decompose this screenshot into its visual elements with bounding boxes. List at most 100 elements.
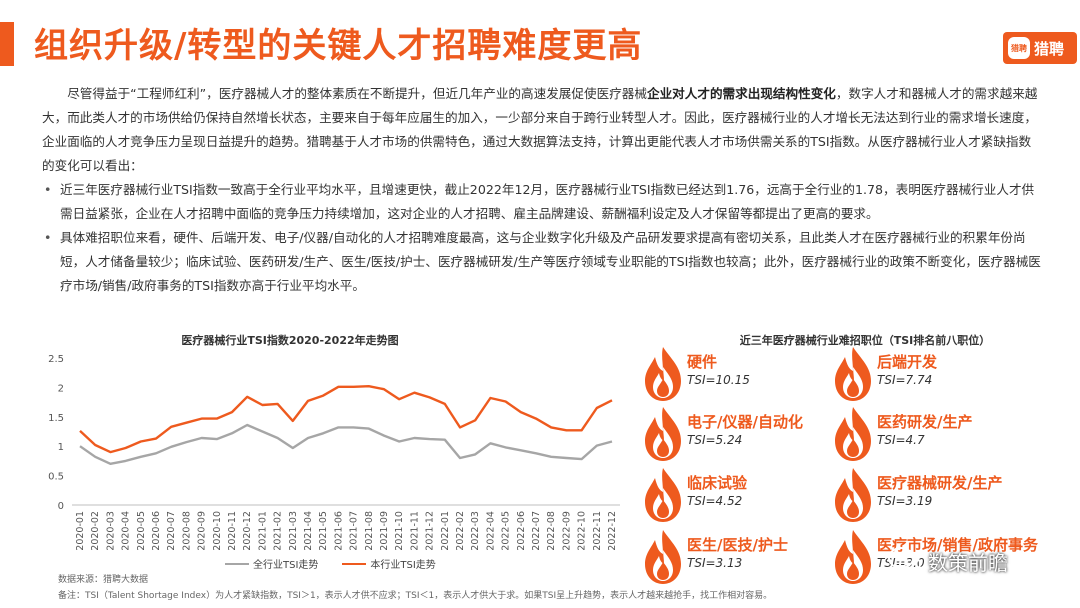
rank-position-name: 临床试验 (687, 474, 748, 492)
chart-legend: 全行业TSI走势 本行业TSI走势 (225, 556, 436, 571)
y-tick-label: 2.5 (48, 354, 64, 365)
x-tick-label: 2021-07 (349, 511, 360, 551)
x-tick-label: 2022-11 (592, 511, 603, 551)
ranking-title: 近三年医疗器械行业难招职位（TSI排名前八职位） (739, 334, 991, 347)
flame-icon (835, 347, 871, 401)
rank-item: 硬件 TSI=10.15 (641, 345, 841, 405)
x-tick-label: 2020-03 (105, 511, 116, 551)
x-tick-label: 2022-12 (607, 511, 618, 551)
logo-text: 猎聘 (1034, 39, 1065, 58)
x-tick-label: 2021-10 (394, 511, 405, 551)
y-tick-label: 0 (58, 501, 64, 512)
wechat-icon (888, 547, 921, 573)
rank-position-name: 医药研发/生产 (877, 413, 973, 431)
watermark: 数策前瞻 (888, 546, 1008, 576)
flame-icon (645, 347, 681, 401)
bullet-2: 具体难招职位来看，硬件、后端开发、电子/仪器/自动化的人才招聘难度最高，这与企业… (42, 226, 1042, 298)
legend-label-industry: 本行业TSI走势 (370, 560, 436, 571)
rank-tsi-value: TSI=7.74 (877, 373, 933, 387)
flame-icon (835, 530, 871, 584)
x-tick-label: 2021-04 (303, 511, 314, 551)
rank-item: 后端开发 TSI=7.74 (831, 345, 1031, 405)
liepin-logo: 猎聘 猎聘 (1003, 32, 1077, 64)
rank-tsi-value: TSI=4.52 (687, 494, 743, 508)
logo-mark-icon: 猎聘 (1008, 37, 1030, 59)
body-text: 尽管得益于“工程师红利”，医疗器械人才的整体素质在不断提升，但近几年产业的高速发… (42, 82, 1042, 298)
rank-item: 电子/仪器/自动化 TSI=5.24 (641, 405, 841, 465)
legend-swatch-industry (342, 562, 367, 565)
rank-item: 医生/医技/护士 TSI=3.13 (641, 528, 841, 588)
rank-position-name: 后端开发 (877, 353, 938, 371)
x-tick-label: 2022-10 (577, 511, 588, 551)
x-tick-label: 2020-07 (166, 511, 177, 551)
rank-item: 医药研发/生产 TSI=4.7 (831, 405, 1031, 465)
y-tick-label: 0.5 (48, 472, 64, 483)
legend-swatch-all (225, 562, 249, 565)
x-tick-label: 2020-08 (181, 511, 192, 551)
footnote: 备注：TSI（Talent Shortage Index）为人才紧缺指数，TSI… (58, 591, 773, 601)
x-tick-label: 2020-10 (212, 511, 223, 551)
y-tick-label: 1 (58, 442, 64, 453)
rank-tsi-value: TSI=5.24 (687, 433, 743, 447)
x-tick-label: 2022-04 (485, 511, 496, 551)
tsi-line-chart: 0 0.5 1 1.5 2 2.5 2020-01 2020-02 2020-03 2020-04… (48, 354, 620, 551)
y-tick-label: 2 (58, 383, 64, 394)
flame-icon (645, 407, 681, 461)
y-tick-label: 1.5 (48, 413, 64, 424)
rank-tsi-value: TSI=4.7 (877, 433, 925, 447)
flame-icon (645, 530, 681, 584)
x-tick-label: 2020-12 (242, 511, 253, 551)
data-source: 数据来源：猎聘大数据 (58, 575, 149, 585)
intro-part1: 尽管得益于“工程师红利”，医疗器械人才的整体素质在不断提升，但近几年产业的高速发… (67, 86, 647, 101)
x-tick-label: 2022-03 (470, 511, 481, 551)
x-tick-label: 2022-06 (516, 511, 527, 551)
rank-position-name: 医生/医技/护士 (687, 536, 788, 554)
rank-item: 医疗器械研发/生产 TSI=3.19 (831, 466, 1031, 526)
x-tick-label: 2022-02 (455, 511, 466, 551)
rank-tsi-value: TSI=10.15 (687, 373, 750, 387)
x-tick-label: 2020-01 (75, 511, 86, 551)
intro-part2: ，数字人才和器械人才的需求越来越大，而此类人才的市场供给仍保持自然增长状态，主要… (42, 86, 1038, 173)
chart-title: 医疗器械行业TSI指数2020-2022年走势图 (181, 334, 399, 347)
x-tick-label: 2020-04 (121, 511, 132, 551)
title-accent-bar (0, 22, 14, 66)
rank-tsi-value: TSI=3.13 (687, 556, 743, 570)
x-tick-label: 2022-09 (561, 511, 572, 551)
rank-position-name: 医疗器械研发/生产 (877, 474, 1003, 492)
x-tick-label: 2022-01 (440, 511, 451, 551)
x-tick-label: 2021-01 (257, 511, 268, 551)
rank-position-name: 硬件 (687, 353, 718, 371)
x-tick-label: 2022-08 (546, 511, 557, 551)
page-title: 组织升级/转型的关键人才招聘难度更高 (34, 26, 643, 66)
rank-position-name: 医疗市场/销售/政府事务 (877, 536, 1038, 554)
flame-icon (645, 468, 681, 522)
x-tick-label: 2021-12 (425, 511, 436, 551)
intro-paragraph: 尽管得益于“工程师红利”，医疗器械人才的整体素质在不断提升，但近几年产业的高速发… (42, 82, 1042, 178)
flame-icon (835, 407, 871, 461)
intro-bold: 企业对人才的需求出现结构性变化 (646, 86, 836, 101)
x-tick-label: 2020-02 (90, 511, 101, 551)
x-tick-label: 2021-05 (318, 511, 329, 551)
x-tick-label: 2021-06 (333, 511, 344, 551)
x-tick-label: 2020-06 (151, 511, 162, 551)
x-tick-label: 2022-07 (531, 511, 542, 551)
x-tick-label: 2020-05 (136, 511, 147, 551)
x-tick-label: 2020-11 (227, 511, 238, 551)
x-tick-label: 2020-09 (197, 511, 208, 551)
legend-item-all: 全行业TSI走势 (225, 556, 318, 571)
x-tick-label: 2021-02 (273, 511, 284, 551)
x-tick-label: 2021-11 (409, 511, 420, 551)
x-tick-label: 2021-09 (379, 511, 390, 551)
x-tick-label: 2021-03 (288, 511, 299, 551)
legend-label-all: 全行业TSI走势 (253, 560, 319, 571)
x-tick-label: 2021-08 (364, 511, 375, 551)
watermark-text: 数策前瞻 (928, 550, 1008, 575)
rank-item: 临床试验 TSI=4.52 (641, 466, 841, 526)
series-line-0 (79, 423, 613, 466)
rank-tsi-value: TSI=3.19 (877, 494, 933, 508)
x-tick-label: 2022-05 (501, 511, 512, 551)
flame-icon (835, 468, 871, 522)
rank-position-name: 电子/仪器/自动化 (687, 413, 803, 431)
legend-item-industry: 本行业TSI走势 (342, 556, 436, 571)
series-line-1 (79, 385, 613, 454)
